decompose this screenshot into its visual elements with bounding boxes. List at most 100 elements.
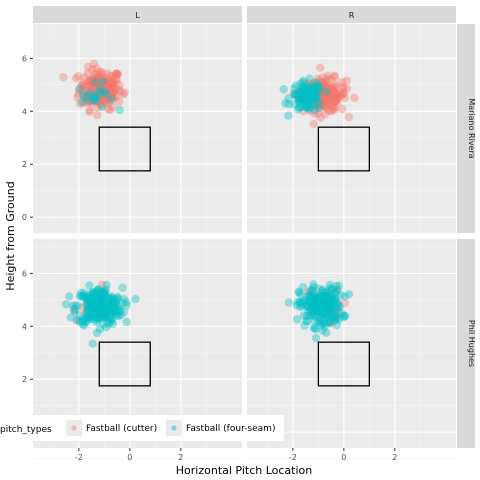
data-point (327, 297, 337, 306)
data-point (111, 296, 120, 306)
data-point (316, 113, 325, 122)
data-point (335, 302, 344, 312)
data-point (321, 304, 330, 314)
data-point (87, 300, 97, 310)
data-point (95, 78, 104, 88)
data-point (326, 293, 335, 302)
data-point (328, 313, 337, 322)
data-point (322, 76, 331, 85)
data-point (312, 94, 321, 104)
data-point (324, 308, 333, 317)
data-point (77, 82, 87, 91)
data-point (91, 295, 100, 305)
data-point (315, 317, 324, 326)
data-point (319, 309, 328, 318)
data-point (89, 91, 99, 100)
data-point (92, 328, 102, 338)
data-point (309, 82, 318, 91)
data-point (93, 308, 102, 317)
data-point (88, 295, 98, 304)
data-point (312, 301, 321, 310)
data-point (112, 69, 121, 79)
data-point (88, 65, 97, 74)
data-point (344, 290, 354, 299)
data-point (90, 69, 99, 79)
data-point (331, 281, 341, 291)
data-point (316, 99, 326, 108)
row-strip-label: Mariano Rivera (467, 98, 476, 158)
data-point (297, 299, 306, 308)
y-tick-label: 6 (22, 269, 27, 278)
data-point (303, 291, 312, 300)
data-point (328, 85, 338, 94)
data-point (327, 304, 336, 313)
data-point (331, 311, 340, 320)
data-point (99, 300, 109, 309)
data-point (296, 100, 306, 109)
data-point (327, 285, 336, 294)
data-point (308, 301, 317, 310)
data-point (97, 80, 106, 90)
data-point (98, 293, 107, 302)
data-point (318, 326, 327, 335)
x-tick-label: -2 (289, 453, 297, 462)
data-point (103, 81, 113, 90)
data-point (83, 305, 92, 314)
data-point (335, 302, 344, 311)
data-point (121, 298, 131, 307)
data-point (84, 81, 94, 91)
x-tick-label: 2 (178, 453, 183, 462)
data-point (322, 87, 331, 97)
data-point (320, 91, 329, 100)
data-point (303, 103, 313, 112)
data-point (94, 91, 104, 100)
data-point (299, 106, 308, 116)
data-point (75, 317, 85, 326)
data-point (106, 292, 116, 301)
data-point (82, 87, 92, 96)
data-point (299, 296, 308, 306)
data-point (78, 88, 88, 97)
data-point (337, 78, 347, 87)
data-point (91, 312, 100, 321)
data-point (308, 83, 317, 93)
data-point (100, 85, 110, 95)
data-point (326, 106, 335, 116)
data-point (78, 317, 88, 326)
data-point (331, 92, 340, 102)
data-point (84, 295, 93, 304)
data-point (301, 298, 310, 307)
data-point (81, 308, 90, 317)
data-point (99, 289, 109, 299)
data-point (319, 98, 328, 107)
data-point (78, 86, 87, 95)
data-point (97, 95, 107, 105)
data-point (311, 82, 320, 91)
data-point (87, 293, 96, 303)
data-point (320, 304, 329, 314)
data-point (334, 93, 344, 102)
data-point (92, 96, 102, 105)
data-point (313, 95, 322, 105)
data-point (308, 296, 317, 306)
data-point (311, 95, 321, 104)
data-point (116, 306, 125, 315)
data-point (315, 315, 325, 324)
data-point (102, 82, 112, 91)
data-point (319, 310, 328, 319)
data-point (78, 303, 88, 312)
data-point (309, 94, 318, 103)
data-point (310, 87, 319, 96)
data-point (320, 93, 330, 102)
data-point (83, 301, 92, 310)
data-point (81, 317, 91, 327)
data-point (98, 312, 107, 321)
data-point (312, 294, 321, 304)
data-point (99, 81, 108, 90)
strike-zone (317, 341, 370, 387)
data-point (85, 76, 95, 85)
data-point (301, 88, 311, 97)
legend-key-four-seam (171, 425, 177, 431)
data-point (284, 94, 293, 103)
data-point (322, 292, 332, 301)
